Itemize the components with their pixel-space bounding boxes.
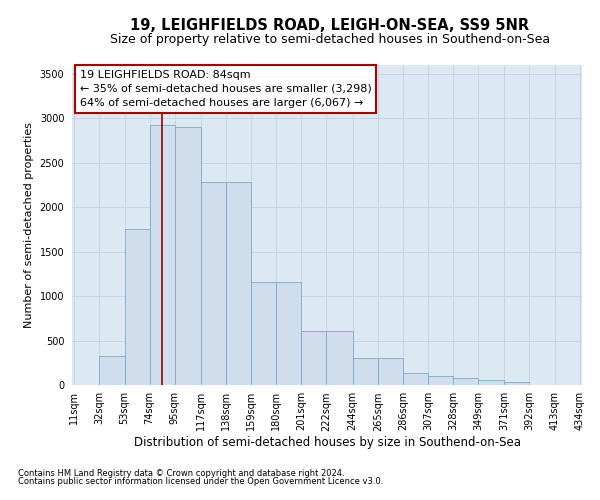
Text: 19, LEIGHFIELDS ROAD, LEIGH-ON-SEA, SS9 5NR: 19, LEIGHFIELDS ROAD, LEIGH-ON-SEA, SS9 …: [130, 18, 530, 32]
Bar: [226, 182, 251, 385]
Text: Size of property relative to semi-detached houses in Southend-on-Sea: Size of property relative to semi-detach…: [110, 32, 550, 46]
Text: Contains public sector information licensed under the Open Government Licence v3: Contains public sector information licen…: [18, 477, 383, 486]
Bar: [353, 358, 378, 385]
Bar: [453, 378, 478, 385]
Bar: [175, 127, 201, 385]
Bar: [251, 282, 276, 385]
Bar: [478, 380, 505, 385]
Bar: [301, 331, 326, 385]
Bar: [149, 126, 175, 385]
Y-axis label: Number of semi-detached properties: Number of semi-detached properties: [24, 122, 34, 328]
Text: Contains HM Land Registry data © Crown copyright and database right 2024.: Contains HM Land Registry data © Crown c…: [18, 468, 344, 477]
Bar: [428, 376, 453, 385]
Bar: [326, 331, 353, 385]
X-axis label: Distribution of semi-detached houses by size in Southend-on-Sea: Distribution of semi-detached houses by …: [133, 436, 521, 450]
Bar: [505, 382, 529, 385]
Bar: [403, 374, 428, 385]
Bar: [201, 182, 226, 385]
Bar: [378, 358, 403, 385]
Text: 19 LEIGHFIELDS ROAD: 84sqm
← 35% of semi-detached houses are smaller (3,298)
64%: 19 LEIGHFIELDS ROAD: 84sqm ← 35% of semi…: [80, 70, 371, 108]
Bar: [100, 356, 125, 385]
Bar: [276, 282, 301, 385]
Bar: [125, 230, 149, 385]
